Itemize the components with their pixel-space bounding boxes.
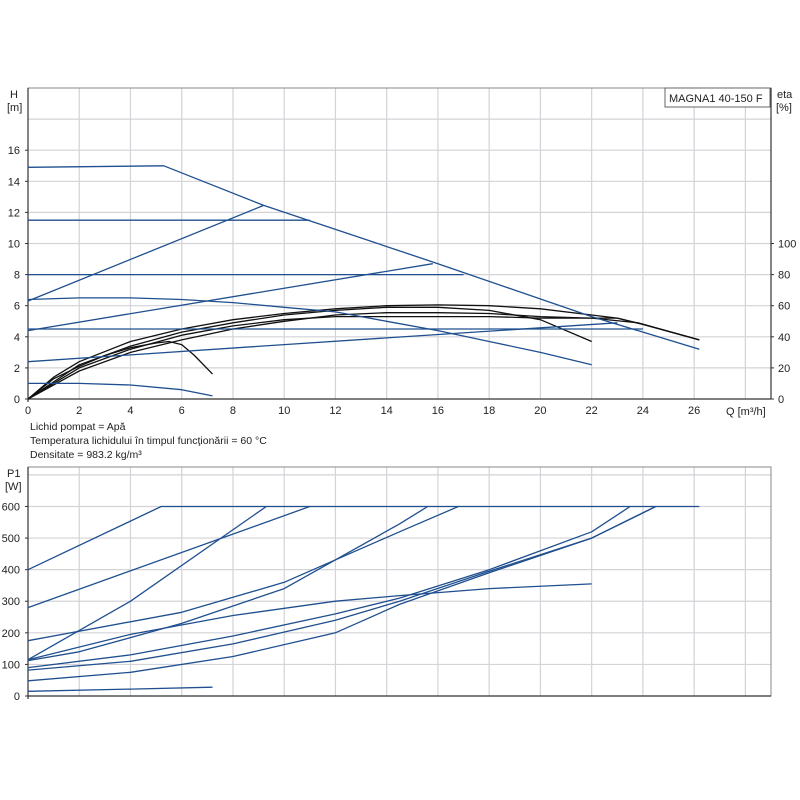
- head-curve: [27, 263, 433, 332]
- y2-axis-unit: [%]: [776, 102, 792, 114]
- power-curve: [27, 505, 631, 669]
- efficiency-curve: [27, 340, 213, 400]
- efficiency-curve: [27, 312, 700, 400]
- y2-tick-label: 60: [778, 301, 790, 313]
- efficiency-curve: [27, 304, 700, 400]
- x-axis-label: Q [m³/h]: [726, 406, 766, 418]
- x-tick-label: 20: [534, 405, 546, 417]
- y-tick-label: 2: [14, 363, 20, 375]
- head-curve: [28, 382, 213, 397]
- power-y-tick-label: 100: [2, 659, 20, 671]
- x-tick-label: 10: [278, 405, 290, 417]
- y-tick-label: 14: [8, 176, 20, 188]
- head-chart-curves: [27, 165, 700, 400]
- x-tick-label: 8: [230, 405, 236, 417]
- x-tick-label: 18: [483, 405, 495, 417]
- head-curve: [27, 204, 264, 302]
- y2-tick-label: 20: [778, 363, 790, 375]
- y-tick-label: 16: [8, 145, 20, 157]
- head-curve: [27, 297, 592, 366]
- y-tick-label: 6: [14, 301, 20, 313]
- power-curve: [27, 505, 267, 661]
- head-curve: [27, 322, 618, 363]
- power-y-axis-unit: [W]: [5, 481, 22, 493]
- y2-tick-label: 100: [778, 239, 796, 251]
- y-tick-label: 8: [14, 270, 20, 282]
- x-tick-label: 12: [329, 405, 341, 417]
- power-curve: [27, 505, 429, 662]
- y-axis-label: H: [10, 89, 18, 101]
- chart-title: MAGNA1 40-150 F: [669, 93, 763, 105]
- note-density: Densitate = 983.2 kg/m³: [30, 449, 142, 461]
- power-curve: [27, 505, 459, 642]
- y2-tick-label: 40: [778, 332, 790, 344]
- power-chart-grid: [27, 466, 772, 699]
- x-tick-label: 14: [381, 405, 393, 417]
- x-tick-label: 0: [25, 405, 31, 417]
- x-tick-label: 22: [586, 405, 598, 417]
- power-y-tick-label: 500: [2, 533, 20, 545]
- power-y-tick-label: 400: [2, 565, 20, 577]
- title-box: [664, 87, 771, 108]
- power-y-tick-label: 600: [2, 501, 20, 513]
- x-tick-label: 6: [179, 405, 185, 417]
- power-curve: [27, 505, 656, 682]
- x-tick-label: 24: [637, 405, 649, 417]
- note-liquid: Lichid pompat = Apă: [30, 421, 126, 433]
- efficiency-curve: [27, 306, 592, 400]
- note-temperature: Temperatura lichidului în timpul funcţio…: [30, 435, 267, 447]
- y-tick-label: 4: [14, 332, 20, 344]
- y2-tick-label: 80: [778, 270, 790, 282]
- y2-tick-label: 0: [778, 394, 784, 406]
- power-chart-curves: [27, 505, 700, 692]
- x-tick-label: 2: [76, 405, 82, 417]
- power-curve: [27, 505, 656, 671]
- x-tick-label: 16: [432, 405, 444, 417]
- y-tick-label: 12: [8, 207, 20, 219]
- axis-tick-labels: 0 2 4 6 8 10 12 14 16 18 20 22 24 2602468101214160204…: [2, 145, 797, 703]
- x-tick-label: 26: [688, 405, 700, 417]
- power-curve: [27, 505, 311, 609]
- plot-frame: [27, 466, 772, 697]
- head-curve: [27, 165, 700, 350]
- y-axis-unit: [m]: [7, 102, 22, 114]
- y2-axis-label: eta: [777, 89, 793, 101]
- power-y-axis-label: P1: [7, 468, 20, 480]
- y-tick-label: 10: [8, 239, 20, 251]
- power-curve: [27, 505, 700, 571]
- power-y-tick-label: 200: [2, 628, 20, 640]
- power-y-tick-label: 300: [2, 596, 20, 608]
- power-y-tick-label: 0: [14, 691, 20, 703]
- power-curve: [27, 583, 592, 661]
- power-curve: [27, 686, 213, 692]
- y-tick-label: 0: [14, 394, 20, 406]
- x-tick-label: 4: [127, 405, 133, 417]
